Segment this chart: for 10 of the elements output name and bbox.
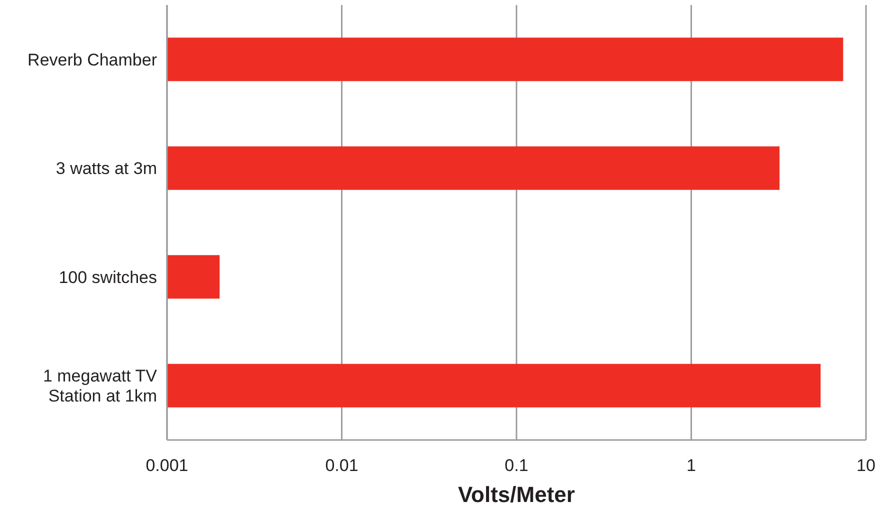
y-tick-label: 100 switches bbox=[58, 268, 157, 287]
x-tick-label: 1 bbox=[686, 456, 696, 475]
x-tick-label: 0.01 bbox=[325, 456, 358, 475]
y-tick-label: 1 megawatt TV Station at 1km bbox=[42, 366, 158, 406]
x-tick-label: 10 bbox=[856, 456, 876, 475]
x-tick-label: 0.001 bbox=[146, 456, 188, 475]
y-tick-label: 3 watts at 3m bbox=[56, 159, 157, 178]
y-tick-label: Reverb Chamber bbox=[28, 50, 158, 70]
x-tick-label: 0.1 bbox=[504, 456, 528, 475]
x-axis-title: Volts/Meter bbox=[458, 482, 576, 507]
